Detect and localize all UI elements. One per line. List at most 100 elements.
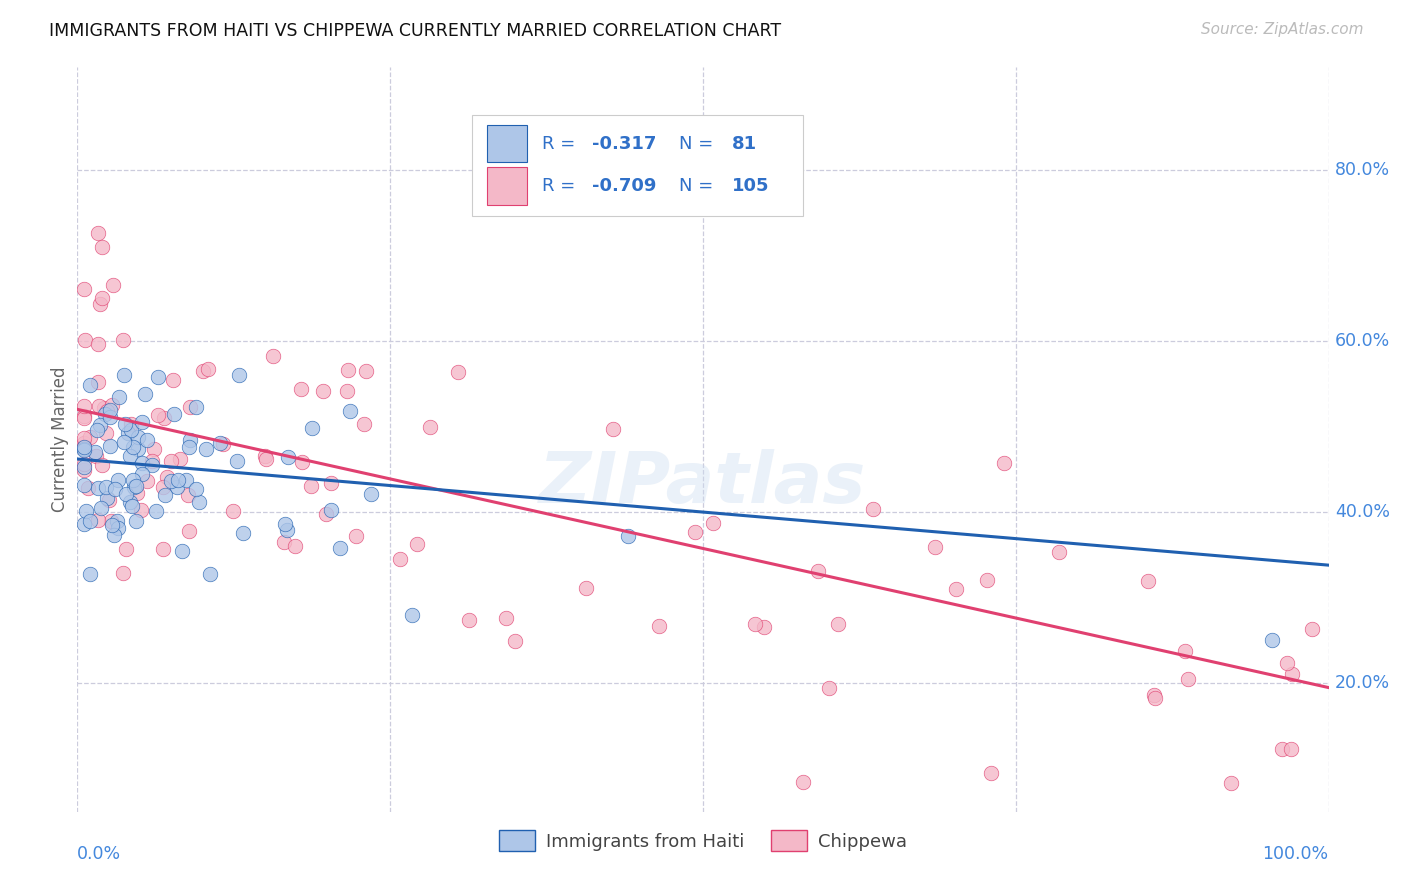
Point	[75, 333, 97, 347]
Point	[87, 514, 110, 528]
Point	[495, 611, 517, 625]
Point	[1301, 622, 1323, 636]
Point	[72, 457, 94, 471]
Text: 60.0%: 60.0%	[1334, 332, 1391, 350]
Text: R =: R =	[541, 178, 581, 195]
Point	[72, 459, 94, 474]
Point	[87, 226, 110, 240]
Text: Source: ZipAtlas.com: Source: ZipAtlas.com	[1201, 22, 1364, 37]
Point	[602, 422, 624, 436]
Point	[225, 454, 247, 468]
Point	[924, 541, 946, 555]
Point	[419, 420, 441, 434]
Point	[1219, 776, 1241, 790]
Point	[1142, 688, 1164, 702]
Point	[112, 566, 135, 581]
Point	[121, 441, 143, 455]
Point	[112, 368, 135, 383]
Point	[1275, 656, 1298, 670]
Point	[86, 375, 108, 389]
Point	[84, 449, 107, 463]
Point	[160, 474, 183, 488]
Point	[179, 524, 201, 538]
Point	[253, 449, 276, 463]
Point	[143, 442, 166, 456]
Point	[103, 528, 125, 542]
Point	[141, 458, 163, 472]
Point	[72, 399, 94, 413]
Point	[141, 453, 163, 467]
Point	[1137, 574, 1160, 588]
Point	[98, 403, 121, 417]
Point	[98, 493, 121, 508]
Point	[153, 411, 176, 425]
Point	[862, 502, 884, 516]
Point	[120, 417, 142, 432]
Point	[754, 619, 776, 633]
Point	[503, 633, 526, 648]
Point	[284, 539, 307, 553]
Point	[1271, 741, 1294, 756]
Point	[72, 442, 94, 457]
Point	[125, 514, 148, 528]
Point	[107, 521, 129, 535]
Point	[79, 378, 101, 392]
Point	[115, 542, 138, 557]
Point	[115, 486, 138, 500]
Point	[648, 619, 671, 633]
Text: -0.709: -0.709	[592, 178, 657, 195]
Point	[273, 534, 295, 549]
Point	[344, 529, 367, 543]
Point	[575, 582, 598, 596]
Point	[339, 404, 361, 418]
Point	[163, 407, 186, 421]
Text: N =: N =	[679, 178, 720, 195]
Point	[945, 582, 967, 597]
Point	[1261, 633, 1284, 648]
Point	[96, 404, 118, 418]
Point	[122, 480, 145, 494]
Point	[191, 364, 214, 378]
Point	[818, 681, 841, 695]
Point	[117, 425, 139, 440]
Point	[131, 416, 153, 430]
FancyBboxPatch shape	[486, 168, 527, 204]
Point	[152, 480, 174, 494]
Point	[329, 541, 352, 555]
Point	[212, 437, 235, 451]
Point	[72, 440, 94, 454]
Point	[169, 452, 191, 467]
Point	[118, 449, 141, 463]
Point	[184, 400, 207, 414]
Point	[301, 420, 323, 434]
Point	[107, 474, 129, 488]
FancyBboxPatch shape	[486, 125, 527, 162]
Point	[112, 434, 135, 449]
Point	[98, 438, 121, 452]
Point	[131, 456, 153, 470]
Point	[1281, 667, 1303, 681]
Text: 105: 105	[731, 178, 769, 195]
Point	[354, 364, 377, 378]
Point	[277, 450, 299, 464]
Point	[336, 384, 359, 398]
Point	[160, 454, 183, 468]
Point	[222, 503, 245, 517]
Point	[136, 433, 159, 447]
Point	[86, 336, 108, 351]
Point	[353, 417, 375, 431]
Text: N =: N =	[679, 135, 720, 153]
Point	[146, 408, 169, 422]
Point	[406, 537, 429, 551]
Point	[457, 613, 479, 627]
Text: 80.0%: 80.0%	[1334, 161, 1391, 178]
Point	[111, 333, 134, 347]
Point	[120, 423, 142, 437]
Point	[744, 617, 766, 632]
Point	[89, 296, 111, 310]
Point	[87, 481, 110, 495]
Point	[127, 442, 149, 456]
Point	[114, 417, 136, 431]
Point	[617, 529, 640, 543]
Point	[1143, 691, 1166, 706]
